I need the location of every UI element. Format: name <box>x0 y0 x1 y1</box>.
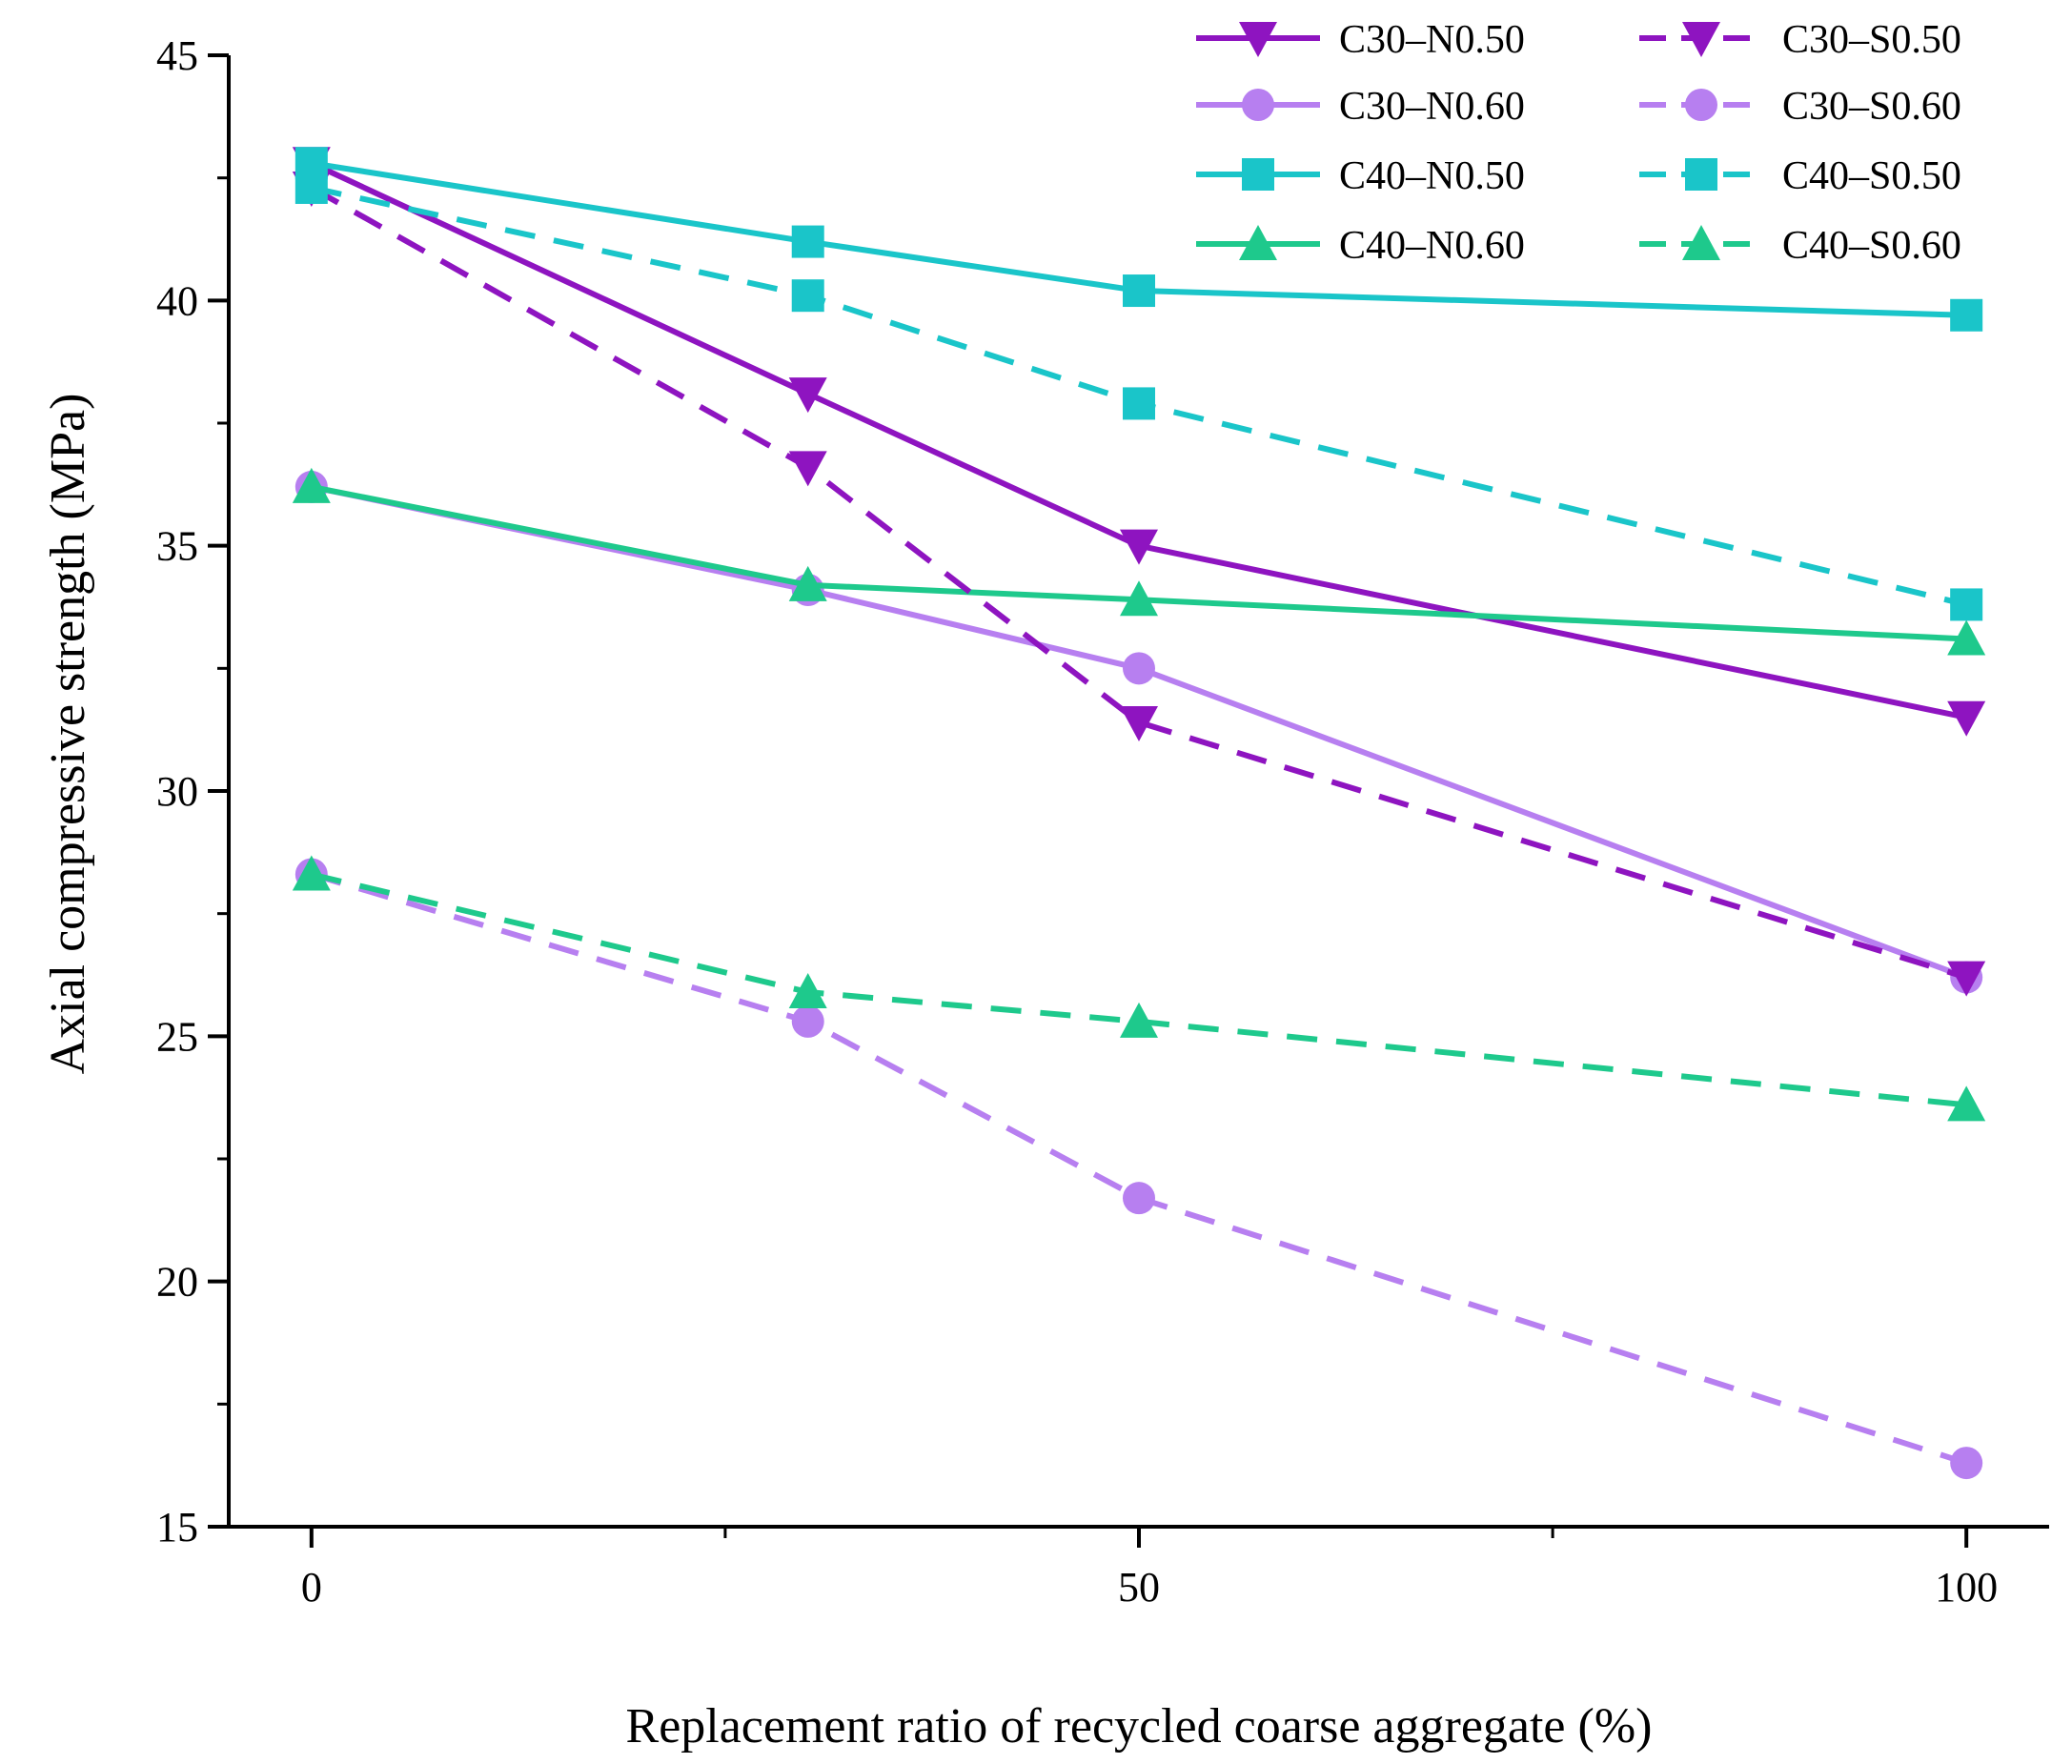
legend-marker <box>1239 22 1277 57</box>
y-tick-label: 25 <box>156 1013 198 1060</box>
series-line <box>311 160 1967 318</box>
legend-label: C30–S0.50 <box>1782 18 1961 62</box>
y-tick-label: 45 <box>156 32 198 79</box>
series-line <box>311 871 1967 1108</box>
data-point <box>292 467 331 503</box>
legend-marker <box>1685 89 1717 121</box>
x-tick-label: 100 <box>1935 1564 1998 1611</box>
legend-entry: C30–S0.50 <box>1639 18 1961 62</box>
legend-label: C30–N0.50 <box>1339 18 1525 62</box>
data-point <box>1950 1447 1983 1480</box>
legend-entry: C40–N0.50 <box>1196 154 1525 198</box>
series-c30-n0.50 <box>292 147 1986 737</box>
legend-label: C30–N0.60 <box>1339 85 1525 129</box>
series-c40-s0.50 <box>295 171 1983 621</box>
data-point <box>788 973 827 1009</box>
data-point <box>788 565 827 601</box>
series-c40-n0.60 <box>292 467 1986 656</box>
data-point <box>791 1004 824 1038</box>
data-point <box>1947 700 1986 737</box>
series-line <box>310 871 1968 1466</box>
legend-marker <box>1242 158 1274 191</box>
data-point <box>1947 619 1986 656</box>
x-tick-label: 50 <box>1118 1564 1160 1611</box>
data-point <box>1120 705 1158 741</box>
data-point <box>788 451 827 487</box>
legend-label: C40–N0.60 <box>1339 224 1525 268</box>
legend-marker <box>1239 225 1277 260</box>
legend-label: C30–S0.60 <box>1782 85 1961 129</box>
y-tick-label: 30 <box>156 768 198 815</box>
data-point <box>1950 298 1983 332</box>
legend-entry: C40–S0.60 <box>1639 224 1961 268</box>
legend-marker <box>1682 22 1720 57</box>
x-axis-title: Replacement ratio of recycled coarse agg… <box>626 1699 1653 1754</box>
data-point <box>1947 1085 1986 1122</box>
legend-entry: C30–S0.60 <box>1639 85 1961 129</box>
legend-label: C40–S0.60 <box>1782 224 1961 268</box>
y-tick-label: 40 <box>156 277 198 324</box>
data-point <box>1120 580 1158 617</box>
data-point <box>1120 529 1158 565</box>
data-point <box>292 855 331 891</box>
data-point <box>791 279 824 313</box>
legend-entry: C30–N0.60 <box>1196 85 1525 129</box>
y-axis-title: Axial compressive strength (MPa) <box>41 394 95 1075</box>
series-line <box>311 185 1967 608</box>
series-layer <box>292 147 1986 1480</box>
x-tick-label: 0 <box>301 1564 322 1611</box>
legend-marker <box>1685 158 1717 191</box>
data-point <box>1123 274 1155 308</box>
series-c40-s0.60 <box>292 855 1986 1122</box>
y-tick-label: 20 <box>156 1259 198 1306</box>
legend-entry: C40–S0.50 <box>1639 154 1961 198</box>
legend-marker <box>1242 89 1274 121</box>
data-point <box>1123 652 1155 685</box>
legend-entry: C30–N0.50 <box>1196 18 1525 62</box>
data-point <box>1120 1002 1158 1038</box>
legend-entry: C40–N0.60 <box>1196 224 1525 268</box>
data-point <box>295 171 328 204</box>
series-line <box>311 483 1967 642</box>
data-point <box>1950 588 1983 621</box>
legend-marker <box>1682 225 1720 260</box>
series-c30-s0.60 <box>295 858 1983 1480</box>
data-point <box>1123 1182 1155 1215</box>
x-axis: 0 50 100 <box>301 1527 1998 1611</box>
y-tick-label: 15 <box>156 1504 198 1551</box>
data-point <box>791 225 824 258</box>
legend-label: C40–N0.50 <box>1339 154 1525 198</box>
data-point <box>1123 387 1155 420</box>
y-tick-label: 35 <box>156 523 198 570</box>
legend-label: C40–S0.50 <box>1782 154 1961 198</box>
data-point <box>1947 961 1986 997</box>
series-line <box>310 160 1967 720</box>
data-point <box>788 377 827 414</box>
legend: C30–N0.50 C30–N0.60 C40–N0.50 C40–N0.60 C30–… <box>1196 18 1961 268</box>
y-axis: 15 20 25 30 35 40 45 <box>156 32 229 1551</box>
